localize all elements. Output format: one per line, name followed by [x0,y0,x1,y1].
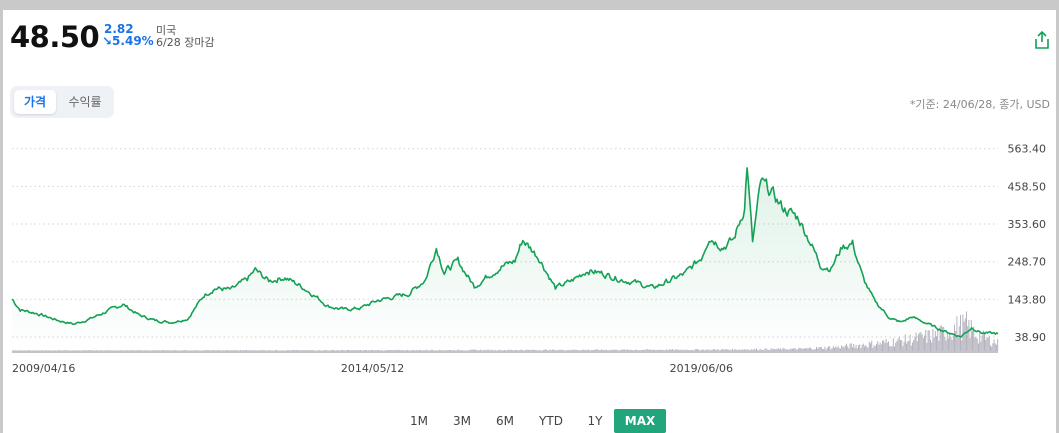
range-max[interactable]: MAX [614,409,666,433]
volume-bar [962,314,964,351]
basis-note: *기준: 24/06/28, 종가, USD [909,98,1050,111]
volume-bar [956,316,958,351]
current-price: 48.50 [10,20,100,54]
range-1m[interactable]: 1M [410,414,428,428]
y-tick-label: 38.90 [1015,331,1047,344]
tab-return[interactable]: 수익률 [68,95,102,109]
x-tick-label: 2014/05/12 [341,362,404,375]
y-tick-label: 353.60 [1008,218,1047,231]
y-tick-label: 563.40 [1008,143,1047,156]
price-change: 2.82 [104,22,134,36]
close-date: 6/28 장마감 [156,36,215,49]
share-icon[interactable] [1033,30,1051,50]
price-change-percent: ↘5.49% [102,34,154,48]
market-label: 미국 [156,24,177,37]
range-ytd[interactable]: YTD [539,414,563,428]
range-3m[interactable]: 3M [453,414,471,428]
stock-card: 48.50 2.82 ↘5.49% 미국 6/28 장마감 가격 수익률 *기준… [3,10,1056,433]
x-tick-label: 2019/06/06 [670,362,733,375]
tab-price[interactable]: 가격 [14,90,56,114]
range-1y[interactable]: 1Y [587,414,603,428]
view-toggle: 가격 수익률 [10,86,114,118]
volume-bar [960,315,961,351]
range-6m[interactable]: 6M [496,414,514,428]
price-chart: 38.90 143.80 248.70 353.60 458.50 563.40 2009… [11,143,1047,375]
price-line [11,167,999,338]
price-area [12,167,998,351]
x-tick-label: 2009/04/16 [12,362,75,375]
volume-bar [966,311,967,351]
y-tick-label: 458.50 [1008,180,1047,193]
y-tick-label: 248.70 [1008,256,1047,269]
y-tick-label: 143.80 [1008,293,1047,306]
